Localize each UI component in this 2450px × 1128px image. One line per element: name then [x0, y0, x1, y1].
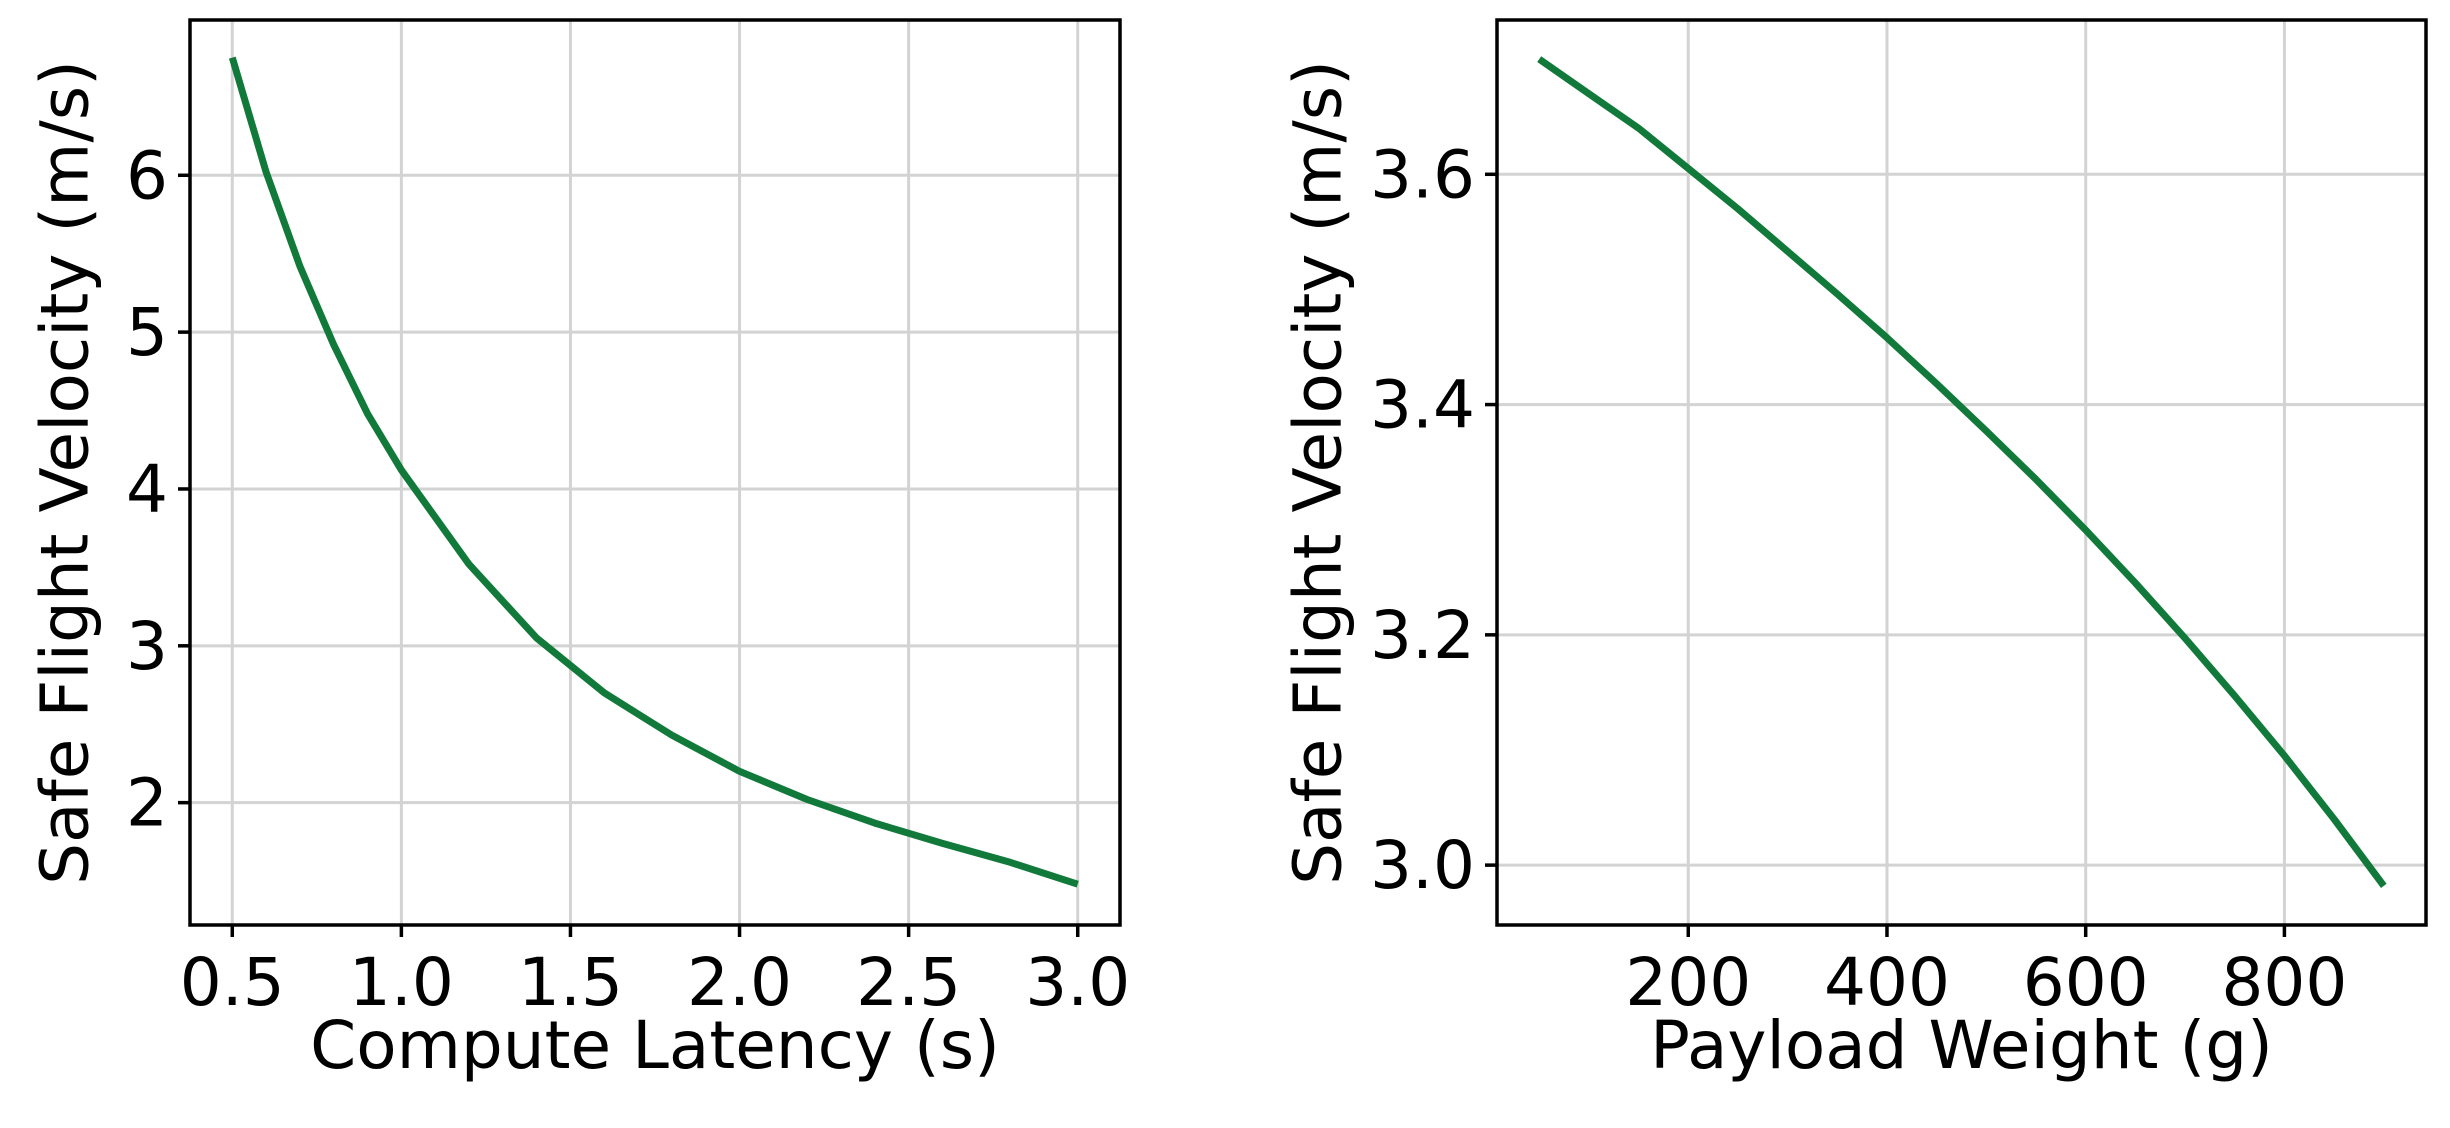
y-tick-label: 3.4 [1370, 367, 1475, 444]
plot-frame [1495, 18, 2428, 927]
plot-frame [188, 18, 1122, 927]
y-axis-label: Safe Flight Velocity (m/s) [1280, 60, 1357, 885]
y-tick-label: 5 [126, 294, 168, 371]
x-axis-label: Payload Weight (g) [1650, 1007, 2273, 1084]
y-axis-label: Safe Flight Velocity (m/s) [27, 60, 104, 885]
y-tick-label: 6 [126, 137, 168, 214]
x-tick-label: 800 [2221, 944, 2347, 1021]
x-tick-label: 0.5 [180, 944, 285, 1021]
x-tick-label: 200 [1625, 944, 1751, 1021]
latency-velocity-chart: 0.5 1.0 1.5 2.0 2.5 3.0 2 3 4 5 6 Compute Latency (… [27, 18, 1130, 1084]
x-tick-label: 2.5 [856, 944, 961, 1021]
y-tick-label: 3.0 [1370, 827, 1475, 904]
y-tick-label: 2 [126, 765, 168, 842]
y-tick-label: 3.6 [1370, 136, 1475, 213]
x-tick-label: 2.0 [687, 944, 792, 1021]
series-line [1537, 56, 2387, 888]
x-tick-label: 600 [2023, 944, 2149, 1021]
y-tick-label: 3 [126, 608, 168, 685]
x-tick-label: 400 [1824, 944, 1950, 1021]
x-axis-label: Compute Latency (s) [310, 1007, 1000, 1084]
payload-velocity-chart: 200 400 600 800 3.0 3.2 3.4 3.6 Payload Weight (… [1280, 18, 2428, 1084]
y-tick-label: 3.2 [1370, 597, 1475, 674]
x-tick-label: 1.0 [349, 944, 454, 1021]
y-tick-label: 4 [126, 451, 168, 528]
x-tick-label: 1.5 [518, 944, 623, 1021]
series-line [228, 56, 1079, 888]
x-tick-label: 3.0 [1025, 944, 1130, 1021]
